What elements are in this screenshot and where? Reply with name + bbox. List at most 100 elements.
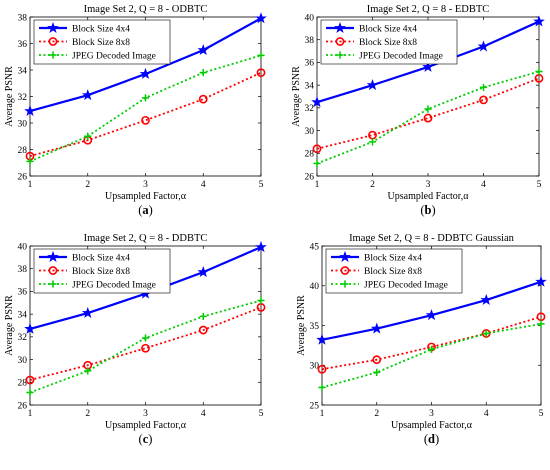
legend-label-8x8: Block Size 8x8 [364,267,422,277]
panel-label: (d) [424,432,439,446]
data-point-4x4 [480,293,493,306]
data-point-4x4 [370,322,383,334]
panel-label: (a) [138,203,153,217]
legend-marker-jpeg [49,280,57,288]
data-point-4x4 [422,60,434,72]
data-point-4x4 [366,79,379,91]
chart-title: Image Set 2, Q = 8 - DDBTC [84,233,208,244]
legend-label-4x4: Block Size 4x4 [364,253,422,263]
data-point-jpeg [26,157,34,166]
x-tick-label: 5 [259,409,264,419]
x-tick-label: 2 [370,180,375,190]
data-point-jpeg [199,69,207,77]
data-point-4x4 [197,266,210,278]
y-tick-label: 28 [305,150,315,160]
legend-label-4x4: Block Size 4x4 [72,24,130,34]
data-point-8x8 [479,95,488,105]
y-tick-label: 26 [305,172,315,182]
data-point-jpeg [141,334,150,342]
series-4x4 [24,12,267,117]
y-tick-label: 28 [18,146,28,156]
data-point-jpeg [141,94,150,102]
x-tick-label: 4 [481,180,486,190]
data-point-4x4 [533,15,545,27]
data-point-8x8 [372,355,382,365]
y-tick-label: 32 [18,93,28,103]
data-point-jpeg [318,383,326,392]
data-point-jpeg [537,320,545,328]
data-point-8x8 [256,68,266,78]
legend-label-8x8: Block Size 8x8 [72,267,130,277]
chart-panel-4: Image Set 2, Q = 8 - DDBTC Gaussian25303… [296,233,547,446]
x-axis-label: Upsampled Factor,α [105,191,187,202]
data-point-jpeg [535,67,543,76]
chart-panel-1: Image Set 2, Q = 8 - ODBTC26283032343638… [4,4,267,217]
data-point-8x8 [423,113,433,123]
data-point-8x8 [198,94,208,104]
series-jpeg [26,296,265,397]
data-point-4x4 [139,67,152,79]
legend-label-4x4: Block Size 4x4 [359,24,417,34]
y-tick-label: 36 [18,40,28,50]
series-line-jpeg [29,299,262,394]
y-tick-label: 34 [18,66,28,76]
series-8x8 [25,302,266,385]
data-point-jpeg [199,312,207,321]
y-tick-label: 30 [305,127,315,137]
y-tick-label: 34 [18,310,28,320]
data-point-4x4 [81,89,94,101]
y-tick-label: 30 [18,119,28,129]
y-tick-label: 38 [18,265,28,275]
legend: Block Size 4x4 Block Size 8x8 JPEG Decoded… [320,19,458,65]
legend-marker-4x4 [47,21,59,33]
data-point-jpeg [479,83,488,92]
legend: Block Size 4x4 Block Size 8x8 JPEG Decoded… [33,19,171,65]
x-axis-label: Upsampled Factor,α [388,191,470,202]
y-tick-label: 32 [305,104,315,114]
data-point-jpeg [424,105,432,113]
data-point-4x4 [255,241,267,253]
x-tick-label: 3 [429,409,434,419]
data-point-8x8 [141,343,150,353]
legend-label-jpeg: JPEG Decoded Image [72,51,156,61]
x-tick-label: 2 [85,180,90,190]
data-point-jpeg [368,138,377,146]
series-4x4 [311,15,545,108]
y-tick-label: 34 [305,81,315,91]
chart-panel-2: Image Set 2, Q = 8 - EDBTC26283032343638… [291,4,545,217]
legend-label-jpeg: JPEG Decoded Image [359,51,443,61]
legend-label-8x8: Block Size 8x8 [72,38,130,48]
legend-marker-4x4 [47,250,59,262]
data-point-4x4 [24,104,36,117]
x-tick-label: 4 [484,409,489,419]
data-point-4x4 [535,275,547,287]
y-tick-label: 38 [305,36,315,46]
x-tick-label: 3 [426,180,431,190]
x-tick-label: 2 [374,409,379,419]
chart-panel-3: Image Set 2, Q = 8 - DDBTC26283032343638… [4,233,267,446]
data-point-4x4 [316,333,328,345]
data-point-jpeg [427,345,436,353]
y-tick-label: 40 [18,242,28,252]
x-tick-label: 1 [320,409,325,419]
series-line-8x8 [29,71,262,157]
data-point-8x8 [312,144,322,154]
series-line-jpeg [321,323,542,389]
data-point-8x8 [317,364,327,374]
series-line-8x8 [321,315,542,371]
data-point-jpeg [84,367,92,375]
data-point-4x4 [24,322,36,334]
panel-label: (b) [420,203,435,217]
legend: Block Size 4x4 Block Size 8x8 JPEG Decoded… [33,248,171,294]
legend-marker-4x4 [334,21,346,33]
y-axis-label: Average PSNR [4,295,15,356]
data-point-jpeg [313,159,321,168]
x-tick-label: 5 [259,180,264,190]
data-point-jpeg [373,368,381,377]
x-tick-label: 4 [201,409,206,419]
chart-title: Image Set 2, Q = 8 - DDBTC Gaussian [349,233,515,244]
data-point-jpeg [482,329,490,338]
legend-label-jpeg: JPEG Decoded Image [364,280,448,290]
data-point-8x8 [141,115,150,125]
